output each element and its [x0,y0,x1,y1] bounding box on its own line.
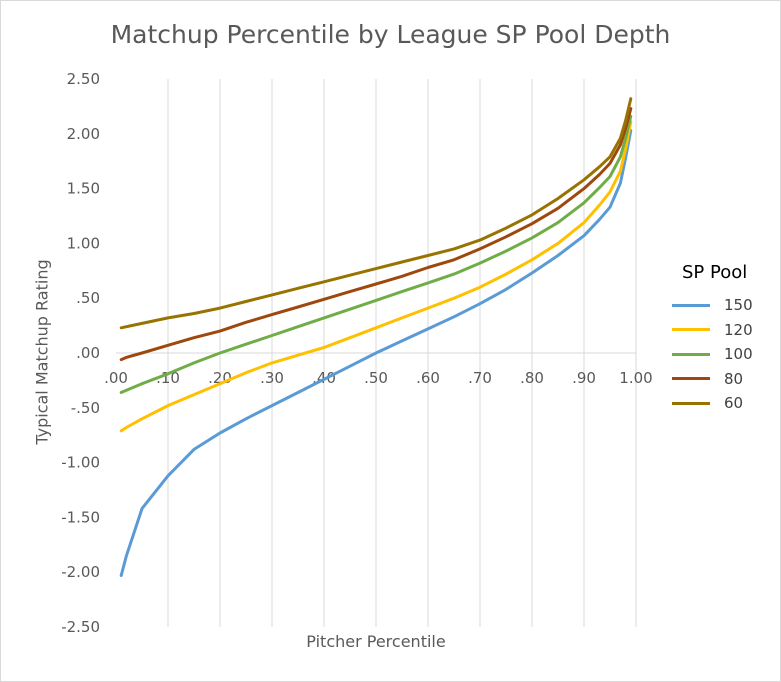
legend-title: SP Pool [682,262,748,283]
legend-swatch [672,352,710,356]
legend-swatch [672,303,710,307]
x-tick-label: .90 [572,369,596,387]
legend-item-120: 120 [672,318,753,343]
legend-item-150: 150 [672,293,753,318]
legend-label: 80 [724,369,744,388]
series-line-120 [119,120,633,433]
x-tick-label: .00 [104,369,128,387]
y-tick-label: 1.00 [67,234,100,252]
x-tick-label: .80 [520,369,544,387]
series-lines [119,97,633,577]
chart-title: Matchup Percentile by League SP Pool Dep… [110,20,671,49]
y-tick-label: 2.00 [67,125,100,143]
series-line-150 [119,129,633,577]
x-tick-label: 1.00 [619,369,652,387]
series-line-60 [119,97,633,330]
legend-item-80: 80 [672,367,753,392]
legend-label: 150 [724,296,753,315]
y-tick-label: -2.50 [61,618,100,636]
legend-swatch [672,377,710,381]
y-tick-label: -.50 [71,399,100,417]
x-axis: .00.10.20.30.40.50.60.70.80.90 1.00 [104,352,653,387]
legend: SP Pool 150 120 100 80 60 [672,262,753,416]
y-tick-label: -1.50 [61,508,100,526]
x-tick-label: .60 [416,369,440,387]
series-line-80 [119,107,633,362]
y-tick-labels: 2.50 2.00 1.50 1.00 .50 .00 -.50 -1.00 -1.50 -2.0… [61,70,100,636]
y-tick-label: 2.50 [67,70,100,88]
x-tick-label: .10 [156,369,180,387]
x-axis-label: Pitcher Percentile [306,632,446,651]
y-tick-label: -2.00 [61,563,100,581]
y-tick-label: 1.50 [67,180,100,198]
legend-item-100: 100 [672,342,753,367]
legend-item-60: 60 [672,391,753,416]
x-tick-label: .70 [468,369,492,387]
legend-label: 120 [724,320,753,339]
legend-swatch [672,328,710,332]
x-tick-label: .50 [364,369,388,387]
y-tick-label: .00 [76,344,100,362]
legend-label: 60 [724,394,744,413]
x-tick-label: .30 [260,369,284,387]
legend-items: 150 120 100 80 60 [672,293,753,416]
legend-swatch [672,401,710,405]
y-tick-label: .50 [76,289,100,307]
series-line-100 [119,114,633,394]
y-tick-label: -1.00 [61,454,100,472]
legend-label: 100 [724,345,753,364]
